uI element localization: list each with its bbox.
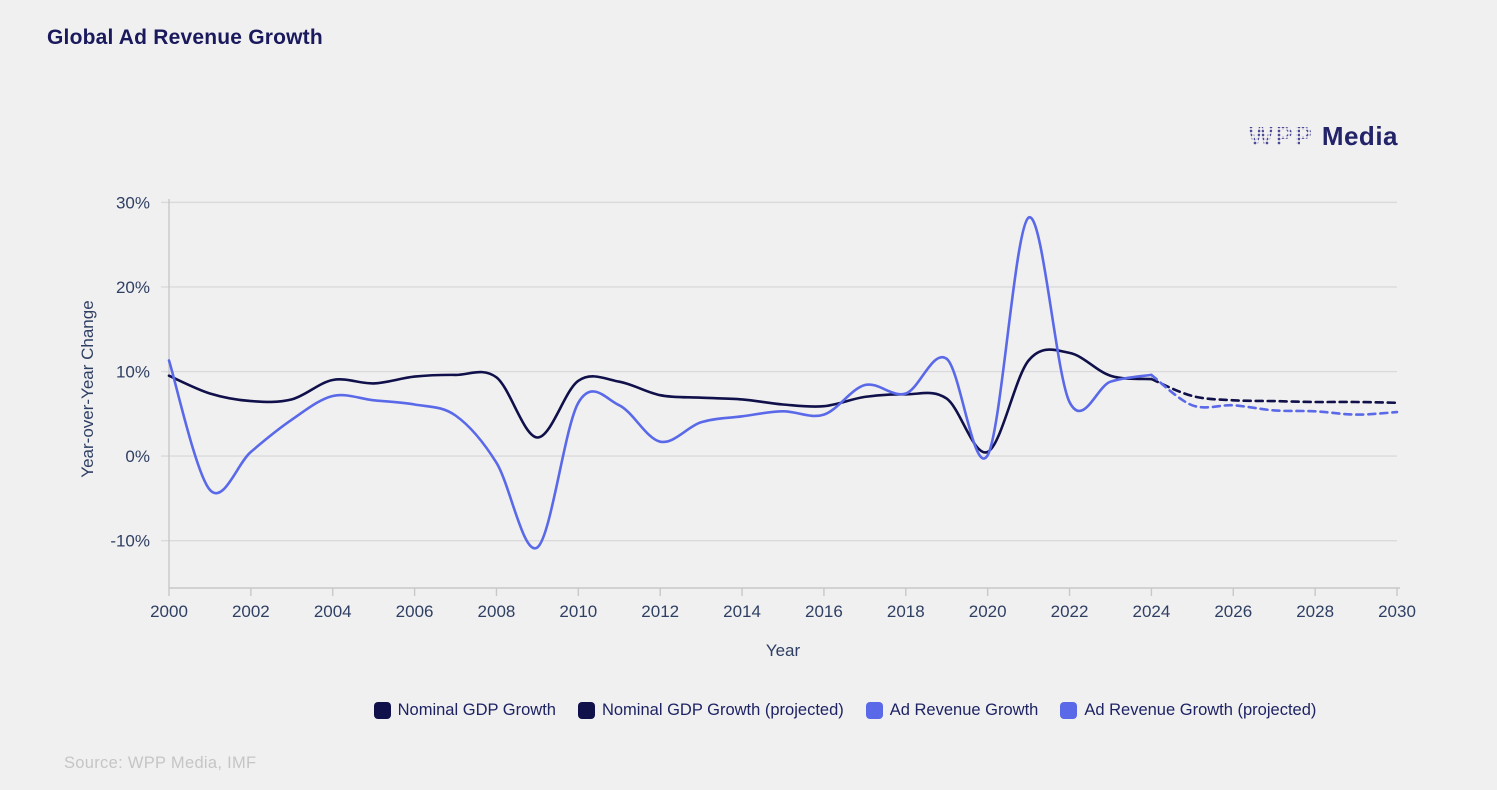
page-title: Global Ad Revenue Growth: [47, 26, 323, 49]
legend-swatch-nominal-gdp-growth: [373, 702, 391, 719]
wpp-media-logo: WPP Media: [1249, 121, 1398, 152]
x-tick-label-2002: 2002: [232, 602, 270, 621]
y-tick-label-10%: 10%: [116, 363, 150, 382]
legend-label: Nominal GDP Growth (projected): [601, 701, 844, 719]
x-tick-label-2026: 2026: [1214, 602, 1252, 621]
y-tick-label-30%: 30%: [116, 193, 150, 212]
x-tick-label-2016: 2016: [805, 602, 843, 621]
legend-item-nominal-gdp-growth[interactable]: Nominal GDP Growth: [373, 701, 556, 720]
x-tick-label-2010: 2010: [559, 602, 597, 621]
x-tick-label-2020: 2020: [969, 602, 1007, 621]
legend-swatch-ad-revenue-growth-projected: [1060, 702, 1078, 719]
x-tick-label-2012: 2012: [641, 602, 679, 621]
legend-label: Ad Revenue Growth (projected): [1084, 701, 1317, 719]
media-logo-text: Media: [1321, 121, 1398, 151]
x-tick-label-2000: 2000: [150, 602, 188, 621]
wpp-logo-text: WPP: [1248, 121, 1314, 151]
x-tick-label-2030: 2030: [1378, 602, 1416, 621]
legend-label: Ad Revenue Growth: [889, 701, 1039, 719]
series-line-ad-revenue-growth: [167, 216, 1153, 550]
y-tick-label-20%: 20%: [116, 278, 150, 297]
x-tick-label-2014: 2014: [723, 602, 761, 621]
legend-item-ad-revenue-growth[interactable]: Ad Revenue Growth: [865, 701, 1039, 720]
legend-swatch-ad-revenue-growth: [865, 702, 883, 719]
x-tick-label-2004: 2004: [314, 602, 352, 621]
source-note: Source: WPP Media, IMF: [64, 754, 257, 772]
legend-swatch-nominal-gdp-growth-projected: [577, 702, 595, 719]
y-tick-label--10%: -10%: [110, 532, 150, 551]
legend-item-ad-revenue-growth-projected[interactable]: Ad Revenue Growth (projected): [1060, 701, 1316, 720]
x-tick-label-2022: 2022: [1051, 602, 1089, 621]
x-tick-label-2006: 2006: [396, 602, 434, 621]
legend-label: Nominal GDP Growth: [397, 701, 556, 719]
legend: Nominal GDP Growth Nominal GDP Growth (pr…: [200, 701, 1490, 720]
x-tick-label-2028: 2028: [1296, 602, 1334, 621]
x-axis-title: Year: [765, 641, 801, 660]
x-tick-label-2018: 2018: [887, 602, 925, 621]
y-tick-label-0%: 0%: [125, 447, 150, 466]
series-line-nominal-gdp-growth-projected: [1150, 377, 1399, 405]
x-tick-label-2024: 2024: [1132, 602, 1170, 621]
series-line-ad-revenue-growth-projected: [1150, 373, 1399, 416]
x-tick-label-2008: 2008: [478, 602, 516, 621]
legend-item-nominal-gdp-growth-projected[interactable]: Nominal GDP Growth (projected): [577, 701, 844, 720]
